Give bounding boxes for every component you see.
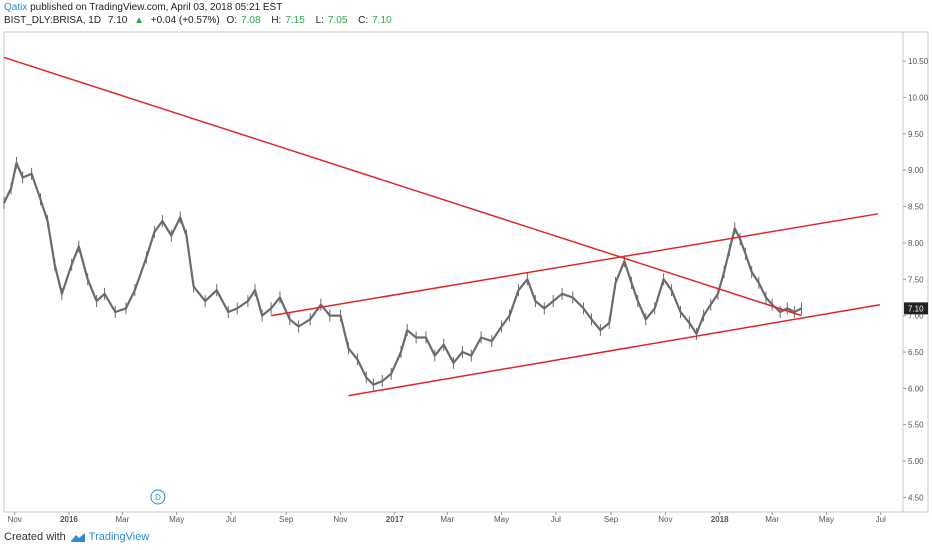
symbol-name: BIST_DLY:BRISA, 1D — [4, 15, 102, 26]
x-tick-label: Mar — [115, 515, 129, 524]
y-tick-label: 6.00 — [908, 384, 924, 393]
trendline-3 — [348, 303, 880, 397]
low-field: L: 7.05 — [315, 15, 348, 26]
last-price: 7.10 — [107, 15, 128, 26]
x-tick-label: Nov — [8, 515, 22, 524]
price-series-line — [3, 161, 802, 386]
x-tick-label: Nov — [658, 515, 672, 524]
trendline-2 — [270, 213, 879, 317]
last-price-badge — [904, 302, 928, 315]
footer: Created with TradingView — [4, 531, 149, 543]
x-tick-label: Jul — [226, 515, 236, 524]
x-tick-label: Nov — [333, 515, 347, 524]
x-tick-label: Jul — [551, 515, 561, 524]
last-price-label: 7.10 — [908, 304, 924, 313]
x-tick-label: Sep — [604, 515, 619, 524]
x-tick-label: Mar — [440, 515, 454, 524]
author-link[interactable]: Qatix — [4, 2, 28, 13]
y-tick-label: 7.50 — [908, 275, 924, 284]
close-field: C: 7.10 — [358, 15, 392, 26]
y-tick-label: 10.00 — [908, 93, 929, 102]
dividend-marker-label: D — [155, 493, 161, 502]
x-tick-label: May — [169, 515, 184, 524]
y-tick-label: 8.50 — [908, 203, 924, 212]
dividend-marker-icon — [150, 489, 166, 505]
x-tick-label: Jul — [876, 515, 886, 524]
y-tick-label: 5.50 — [908, 421, 924, 430]
x-tick-label: 2017 — [386, 515, 404, 524]
x-tick-label: 2016 — [60, 515, 78, 524]
high-field: H: 7.15 — [271, 15, 305, 26]
price-change: +0.04 (+0.57%) — [150, 15, 220, 26]
y-tick-label: 9.50 — [908, 130, 924, 139]
y-tick-label: 9.00 — [908, 166, 924, 175]
y-tick-label: 10.50 — [908, 57, 929, 66]
x-tick-label: Mar — [765, 515, 779, 524]
open-field: O: 7.08 — [226, 15, 261, 26]
x-tick-label: Sep — [279, 515, 294, 524]
x-tick-label: 2018 — [711, 515, 729, 524]
tradingview-logo-icon — [70, 532, 85, 542]
up-arrow-icon: ▲ — [134, 15, 145, 26]
plot-frame — [3, 31, 929, 513]
x-tick-label: May — [819, 515, 834, 524]
y-tick-label: 6.50 — [908, 348, 924, 357]
x-tick-label: May — [494, 515, 509, 524]
y-tick-label: 5.00 — [908, 457, 924, 466]
created-with-text: Created with — [4, 531, 66, 543]
publish-text: published on TradingView.com, April 03, … — [27, 2, 283, 13]
y-tick-label: 7.00 — [908, 312, 924, 321]
y-tick-label: 8.00 — [908, 239, 924, 248]
publish-info: Qatix published on TradingView.com, Apri… — [4, 2, 282, 13]
tradingview-link[interactable]: TradingView — [88, 531, 150, 543]
y-tick-label: 4.50 — [908, 493, 924, 502]
symbol-info: BIST_DLY:BRISA, 1D 7.10 ▲ +0.04 (+0.57%)… — [4, 15, 400, 26]
trendline-1 — [3, 56, 802, 317]
